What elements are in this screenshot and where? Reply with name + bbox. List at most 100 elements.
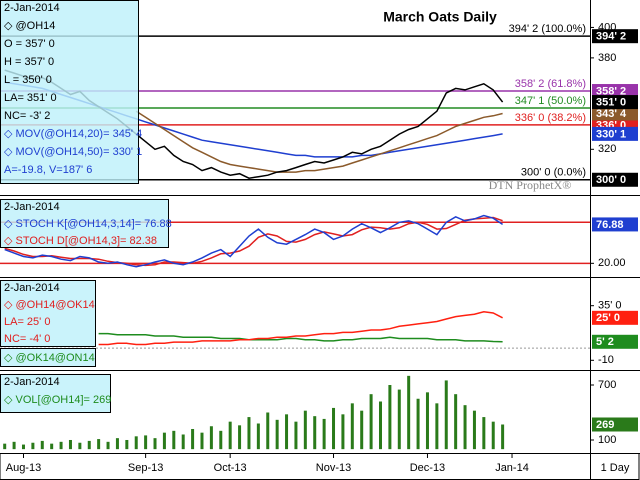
volume-bar — [378, 401, 382, 450]
volume-bar — [172, 430, 176, 450]
y-tick-label: 380 — [598, 52, 616, 64]
volume-bar — [482, 417, 486, 450]
value-tag-label: 394' 2 — [596, 31, 626, 43]
value-tag-label: 343' 4 — [596, 108, 627, 120]
level-label: 347' 1 (50.0%) — [515, 95, 586, 107]
value-tag — [592, 334, 638, 349]
info-box: 2-Jan-2014 ◇ @OH14 O = 357' 0 H = 357' 0… — [0, 0, 142, 184]
volume-bar — [134, 436, 138, 450]
info-box: 2-Jan-2014 ◇ VOL[@OH14]= 269 — [0, 374, 111, 413]
volume-bar — [106, 441, 110, 450]
volume-bar — [472, 410, 476, 450]
info-panel — [0, 374, 111, 413]
value-tag-label: 300' 0 — [596, 174, 626, 186]
volume-bar — [416, 398, 420, 450]
axis-strip — [0, 453, 640, 480]
x-tick-label: Oct-13 — [214, 462, 247, 474]
overlay: March Oats Daily DTN ProphetX® 2-Jan-201… — [0, 0, 572, 413]
volume-bar — [407, 375, 411, 450]
volume-bar — [266, 412, 270, 450]
volume-bar — [153, 438, 157, 450]
volume-bar — [294, 421, 298, 450]
level-label: 300' 0 (0.0%) — [521, 167, 586, 179]
volume-bar — [97, 439, 101, 450]
info-text: ◇ @OK14@ON14 — [4, 352, 95, 364]
volume-bar — [162, 432, 166, 450]
volume-bar — [435, 403, 439, 450]
volume-bar — [115, 438, 119, 450]
info-panel — [0, 280, 96, 347]
volume-bar — [87, 440, 91, 450]
info-text: O = 357' 0 — [4, 38, 55, 50]
info-text: 2-Jan-2014 — [4, 282, 60, 294]
volume-bar — [78, 442, 82, 450]
info-text: ◇ MOV(@OH14,20)= 345' 4 — [4, 128, 142, 140]
volume-bar — [68, 439, 72, 450]
info-text: ◇ MOV(@OH14,50)= 330' 1 — [4, 146, 142, 158]
volume-bar — [425, 392, 429, 450]
info-box: 2-Jan-2014 ◇ @OH14@OK14 LA= 25' 0 NC= -4… — [0, 280, 96, 367]
info-text: ◇ STOCH D[@OH14,3]= 82.38 — [4, 235, 157, 247]
info-text: 2-Jan-2014 — [4, 201, 60, 213]
value-tag — [592, 95, 638, 110]
info-text: NC= -3' 2 — [4, 110, 50, 122]
info-text: ◇ STOCH K[@OH14,3,14]= 76.88 — [4, 218, 172, 230]
value-tag — [592, 417, 638, 432]
value-tag-label: 76.88 — [596, 219, 624, 231]
value-tag-label: 269 — [596, 419, 614, 431]
volume-bar — [275, 419, 279, 450]
info-text: A=-19.8, V=187' 6 — [4, 164, 92, 176]
x-tick-label: Sep-13 — [128, 462, 163, 474]
volume-bar — [303, 410, 307, 450]
info-text: LA= 25' 0 — [4, 316, 50, 328]
x-tick-label: Jan-14 — [495, 462, 529, 474]
volume-bar — [209, 426, 213, 450]
period-label: 1 Day — [601, 462, 630, 474]
value-tag — [592, 126, 638, 141]
x-tick-label: Nov-13 — [316, 462, 351, 474]
info-box: 2-Jan-2014 ◇ STOCH K[@OH14,3,14]= 76.88 … — [0, 199, 172, 248]
volume-bar — [322, 418, 326, 450]
volume-bar — [256, 423, 260, 450]
volume-bar — [360, 410, 364, 450]
value-tag-label: 25' 0 — [596, 312, 620, 324]
volume-bar — [21, 444, 25, 450]
info-text: NC= -4' 0 — [4, 333, 50, 345]
value-tag — [592, 84, 638, 99]
y-tick-label: 320 — [598, 143, 616, 155]
volume-bar — [332, 407, 336, 450]
level-label: 394' 2 (100.0%) — [509, 23, 586, 35]
volume-bar — [313, 416, 317, 450]
volume-bar — [31, 442, 35, 450]
info-text: 2-Jan-2014 — [4, 376, 60, 388]
volume-bar — [285, 414, 289, 450]
volume-bar — [454, 394, 458, 450]
x-tick-label: Dec-13 — [410, 462, 445, 474]
volume-bar — [444, 380, 448, 450]
volume-bar — [491, 421, 495, 450]
info-text: LA= 351' 0 — [4, 92, 57, 104]
volume-bar — [191, 428, 195, 450]
series-line — [4, 214, 504, 268]
y-tick-label: 20.00 — [598, 257, 626, 269]
info-text: ◇ @OH14 — [4, 20, 55, 32]
volume-bar — [228, 421, 232, 450]
series-line — [135, 110, 503, 173]
y-tick-label: -10 — [598, 354, 614, 366]
value-tag-label: 330' 1 — [596, 128, 626, 140]
value-tag — [592, 29, 638, 44]
series-line — [4, 216, 503, 267]
value-tag-label: 5' 2 — [596, 336, 614, 348]
value-tag — [592, 310, 638, 325]
series-line — [98, 311, 503, 346]
info-text: H = 357' 0 — [4, 56, 54, 68]
info-panel — [0, 199, 169, 248]
y-tick-label: 100 — [598, 434, 616, 446]
chart-title: March Oats Daily — [383, 9, 497, 25]
info-panel — [0, 0, 139, 184]
level-label: 358' 2 (61.8%) — [515, 78, 586, 90]
volume-bar — [388, 385, 392, 450]
watermark: DTN ProphetX® — [489, 178, 572, 192]
value-tag-label: 351' 0 — [596, 96, 626, 108]
